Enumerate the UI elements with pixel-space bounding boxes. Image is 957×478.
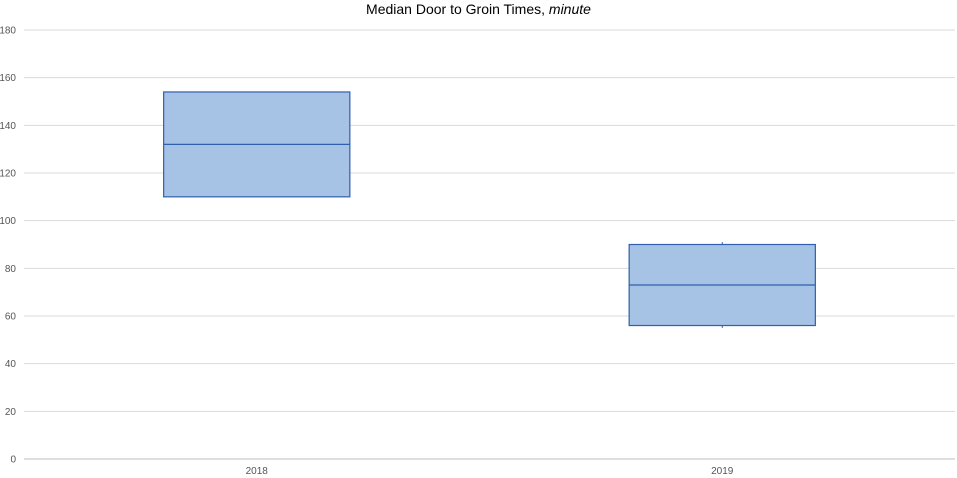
chart-title-text: Median Door to Groin Times, [366,1,549,17]
y-axis-tick-labels: 0 20 40 60 80 100 120 140 160 180 [0,26,16,466]
y-tick-label-0: 0 [10,455,16,466]
y-tick-label-140: 140 [0,121,16,132]
box-2018 [163,91,351,198]
y-tick-label-160: 160 [0,73,16,84]
chart-title-emphasis: minute [548,1,591,17]
y-tick-label-80: 80 [5,264,17,275]
chart-title: Median Door to Groin Times, minute [0,0,957,18]
y-tick-label-180: 180 [0,26,16,37]
y-tick-label-60: 60 [5,312,17,323]
y-tick-label-20: 20 [5,407,17,418]
box-series [163,91,816,328]
x-tick-label-2018: 2018 [246,466,269,477]
gridlines [24,29,955,460]
y-tick-label-100: 100 [0,216,16,227]
box-2019 [628,242,816,328]
y-tick-label-40: 40 [5,359,17,370]
x-axis-tick-labels: 2018 2019 [246,466,734,477]
x-tick-label-2019: 2019 [711,466,734,477]
y-tick-label-120: 120 [0,169,16,180]
